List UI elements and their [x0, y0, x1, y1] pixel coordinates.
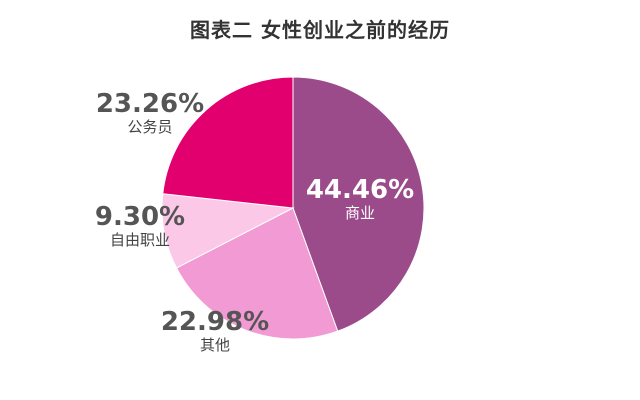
pie-slice-2: [175, 207, 339, 340]
slice-category-label: 公务员: [127, 118, 172, 136]
chart-title: 图表二 女性创业之前的经历: [190, 18, 450, 42]
slice-category-label: 商业: [345, 204, 375, 222]
pie-slice-1: [292, 76, 425, 332]
pie-slices: [161, 76, 425, 340]
pie-slice-4: [162, 76, 294, 209]
pie-labels: 44.46%商业 22.98%其他 9.30%自由职业 23.26%公务员: [95, 89, 414, 354]
slice-value-label: 23.26%: [96, 89, 204, 119]
slice-category-label: 其他: [200, 336, 230, 354]
slice-value-label: 22.98%: [161, 307, 269, 337]
pie-slice-3: [161, 193, 295, 269]
slice-value-label: 9.30%: [95, 202, 185, 232]
slice-category-label: 自由职业: [110, 231, 170, 249]
slice-value-label: 44.46%: [306, 175, 414, 205]
